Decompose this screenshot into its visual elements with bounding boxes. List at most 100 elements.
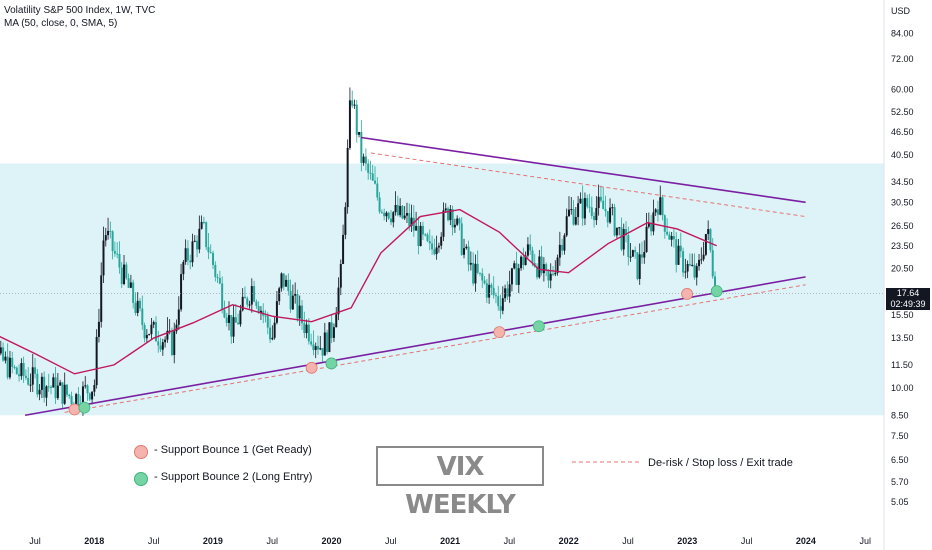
candle-body (86, 385, 89, 394)
candle-body (81, 386, 84, 408)
candle-body (636, 252, 639, 279)
candle-body (301, 305, 304, 324)
candle-body (666, 231, 669, 235)
candle-body (647, 223, 650, 227)
lower-dashed (64, 284, 806, 413)
candle-body (698, 259, 701, 267)
y-tick-label: 6.50 (891, 455, 909, 465)
candle-body (143, 324, 146, 339)
candle-body (378, 197, 381, 212)
candle-body (97, 321, 100, 337)
candle-body (410, 217, 413, 226)
candle-body (139, 300, 142, 309)
candle-body (196, 240, 199, 250)
candle-body (415, 225, 418, 231)
candle-body (184, 248, 187, 262)
candle-body (175, 324, 178, 332)
y-tick-label: 23.50 (891, 241, 914, 251)
candle-body (77, 394, 80, 407)
legend-bounce2: - Support Bounce 2 (Long Entry) (154, 471, 313, 483)
candle-body (371, 173, 374, 181)
candle-body (538, 256, 541, 278)
bounce2-marker (325, 357, 338, 370)
candle-body (522, 256, 525, 266)
candle-body (510, 268, 513, 285)
candle-body (91, 391, 94, 400)
candle-body (656, 209, 659, 215)
candle-body (440, 236, 443, 246)
candle-body (399, 205, 402, 216)
y-tick-label: 34.50 (891, 177, 914, 187)
candle-body (672, 236, 675, 240)
candle-body (223, 309, 226, 318)
candle-body (565, 216, 568, 236)
candle-body (319, 348, 322, 350)
candle-body (645, 226, 648, 253)
chart-title: Volatility S&P 500 Index, 1W, TVC (4, 5, 156, 16)
candle-body (264, 315, 267, 317)
bar-countdown: 02:49:39 (890, 298, 926, 309)
candle-body (412, 217, 415, 231)
candle-body (417, 225, 420, 246)
y-tick-label: 7.50 (891, 431, 909, 441)
candle-body (316, 346, 319, 350)
candle-body (547, 270, 550, 281)
candle-body (588, 206, 591, 208)
candle-body (474, 263, 477, 284)
bounce1-marker (305, 361, 318, 374)
candle-body (405, 213, 408, 216)
candle-body (255, 301, 258, 307)
candle-body (166, 330, 169, 340)
candle-body (606, 211, 609, 223)
candle-body (287, 279, 290, 291)
candle-body (202, 221, 205, 223)
candle-body (59, 382, 62, 386)
candle-body (326, 332, 329, 352)
y-tick-label: 5.05 (891, 497, 909, 507)
candle-body (428, 241, 431, 244)
candle-body (586, 198, 589, 207)
candle-body (278, 288, 281, 302)
candle-body (303, 323, 306, 334)
candle-body (515, 263, 518, 285)
y-tick-label: 10.00 (891, 383, 914, 393)
candle-body (460, 223, 463, 255)
candle-body (13, 366, 16, 368)
candle-body (494, 295, 497, 297)
x-tick-label: Jul (859, 536, 871, 546)
candle-body (312, 344, 315, 350)
candle-body (602, 200, 605, 210)
candle-body (686, 263, 689, 272)
candle-body (524, 255, 527, 266)
y-tick-label: 40.50 (891, 150, 914, 160)
x-tick-label: 2022 (559, 536, 579, 546)
candle-body (583, 198, 586, 219)
candle-body (549, 273, 552, 281)
candle-body (11, 357, 14, 367)
candlesticks (0, 87, 717, 416)
candle-body (456, 218, 459, 225)
candle-body (465, 246, 468, 249)
candle-body (695, 266, 698, 278)
candle-body (595, 207, 598, 221)
candle-body (367, 163, 370, 173)
candle-body (615, 227, 618, 236)
candle-body (68, 394, 71, 397)
candle-body (620, 227, 623, 250)
candle-body (517, 268, 520, 285)
candle-body (296, 294, 299, 319)
candle-body (161, 342, 164, 350)
bounce2-marker (532, 320, 545, 333)
y-tick-label: 15.50 (891, 310, 914, 320)
candle-body (604, 209, 607, 212)
y-tick-label: 11.50 (891, 360, 913, 370)
candle-body (328, 322, 331, 352)
candle-body (654, 209, 657, 213)
candle-body (659, 197, 662, 215)
candle-body (291, 295, 294, 310)
x-tick-label: Jul (741, 536, 753, 546)
dashed-legend-icon (572, 461, 642, 463)
candle-body (650, 223, 653, 232)
candle-body (207, 247, 210, 253)
